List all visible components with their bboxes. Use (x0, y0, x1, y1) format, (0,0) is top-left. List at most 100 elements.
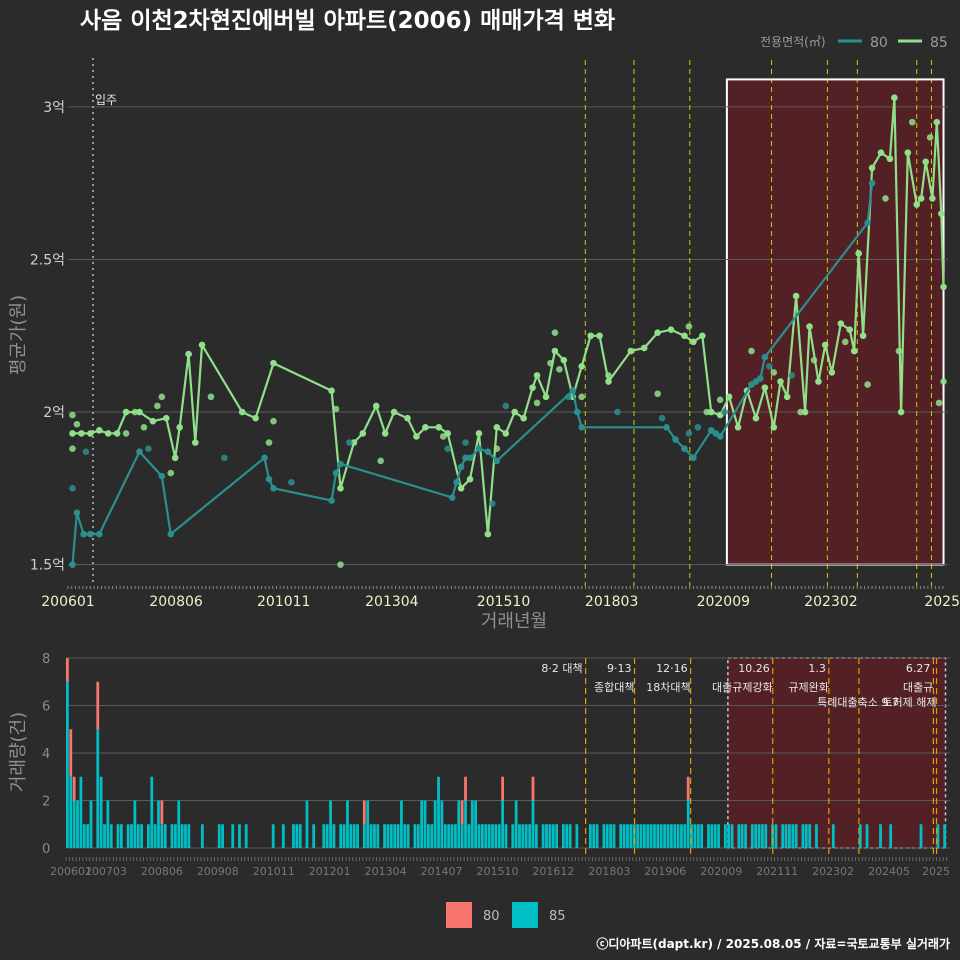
scatter-point-80 (721, 408, 728, 416)
scatter-point-85 (377, 457, 384, 465)
point-85 (699, 332, 706, 340)
bar-85 (646, 824, 650, 848)
bar-80 (501, 776, 505, 801)
point-85 (937, 210, 945, 217)
bar-85 (89, 800, 93, 848)
legend-title: 전용면적(㎡) (760, 35, 826, 49)
bar-85 (430, 824, 434, 848)
scatter-point-85 (122, 430, 130, 437)
volume-x-tick-label: 202009 (700, 865, 742, 878)
point-85 (484, 530, 492, 538)
volume-x-tick-label: 201803 (588, 865, 630, 878)
point-80 (448, 494, 456, 501)
point-85 (815, 378, 822, 385)
volume-x-tick-label: 201304 (365, 865, 407, 878)
point-85 (605, 378, 612, 385)
point-85 (904, 149, 912, 156)
point-85 (922, 158, 929, 166)
bar-85 (136, 824, 140, 848)
point-85 (855, 250, 862, 257)
bar-85 (514, 800, 518, 848)
point-85 (587, 332, 594, 340)
point-80 (261, 454, 268, 462)
chart-title: 사음 이천2차현진에버빌 아파트(2006) 매매가격 변화 (80, 8, 615, 34)
price-y-tick-label: 3억 (43, 100, 65, 116)
volume-x-tick-label: 2025 (922, 865, 950, 878)
bar-85 (707, 824, 710, 848)
bar-85 (808, 824, 812, 848)
scatter-point-80 (766, 362, 773, 370)
bar-85 (680, 824, 683, 848)
price-x-tick-label: 200601 (41, 594, 94, 610)
volume-legend-swatch-80 (446, 902, 472, 928)
point-85 (529, 384, 536, 391)
scatter-point-85 (703, 408, 711, 416)
event-desc-label: 종합대책 (594, 681, 634, 694)
scatter-point-85 (770, 369, 778, 376)
point-85 (627, 347, 635, 355)
volume-y-tick-label: 2 (42, 795, 50, 810)
bar-85 (744, 824, 747, 848)
bar-85 (639, 824, 643, 848)
bar-85 (727, 824, 731, 848)
move-in-label: 입주 (95, 93, 117, 107)
scatter-point-85 (551, 329, 559, 337)
bar-85 (686, 800, 690, 848)
point-80 (337, 460, 344, 468)
bar-85 (551, 824, 555, 848)
bar-85 (636, 824, 639, 848)
point-85 (752, 414, 760, 422)
point-85 (913, 201, 921, 208)
bar-85 (373, 824, 376, 848)
scatter-point-85 (332, 405, 340, 413)
bar-85 (163, 824, 167, 848)
price-y-tick-label: 2.5억 (30, 252, 65, 268)
bar-85 (437, 776, 440, 848)
bar-80 (72, 776, 76, 801)
bar-85 (325, 824, 329, 848)
event-desc-label: 규제완화 (788, 681, 828, 694)
bar-85 (764, 824, 768, 848)
bar-85 (690, 824, 693, 848)
bar-80 (460, 800, 464, 825)
scatter-point-80 (658, 414, 666, 422)
bar-85 (146, 824, 150, 848)
bar-85 (187, 824, 191, 848)
scatter-point-85 (882, 195, 889, 202)
bar-85 (548, 824, 552, 848)
point-85 (520, 414, 527, 422)
bar-80 (66, 658, 69, 682)
bar-85 (879, 824, 882, 848)
legend-label-85: 85 (930, 35, 948, 51)
scatter-point-85 (131, 408, 139, 416)
bar-85 (609, 824, 612, 848)
point-85 (551, 347, 559, 355)
point-85 (95, 427, 103, 434)
bar-80 (69, 729, 73, 777)
point-85 (578, 362, 586, 370)
volume-x-tick-label: 202405 (868, 865, 910, 878)
bar-85 (393, 824, 397, 848)
bar-85 (605, 824, 609, 848)
volume-x-tick-label: 201011 (253, 865, 295, 878)
point-85 (511, 408, 519, 416)
point-80 (265, 475, 273, 483)
bar-85 (656, 824, 660, 848)
scatter-point-85 (73, 420, 81, 428)
bar-85 (281, 824, 285, 848)
point-80 (493, 457, 501, 465)
bar-85 (109, 824, 113, 848)
scatter-point-85 (439, 433, 447, 440)
price-x-tick-label: 201304 (365, 594, 419, 610)
scatter-point-85 (158, 393, 166, 401)
bar-85 (696, 824, 700, 848)
bar-85 (730, 824, 734, 848)
point-85 (381, 430, 389, 437)
bar-85 (619, 824, 623, 848)
point-85 (270, 359, 277, 367)
scatter-point-85 (556, 366, 563, 373)
point-85 (162, 414, 170, 422)
point-85 (761, 384, 769, 391)
bar-85 (788, 824, 791, 848)
